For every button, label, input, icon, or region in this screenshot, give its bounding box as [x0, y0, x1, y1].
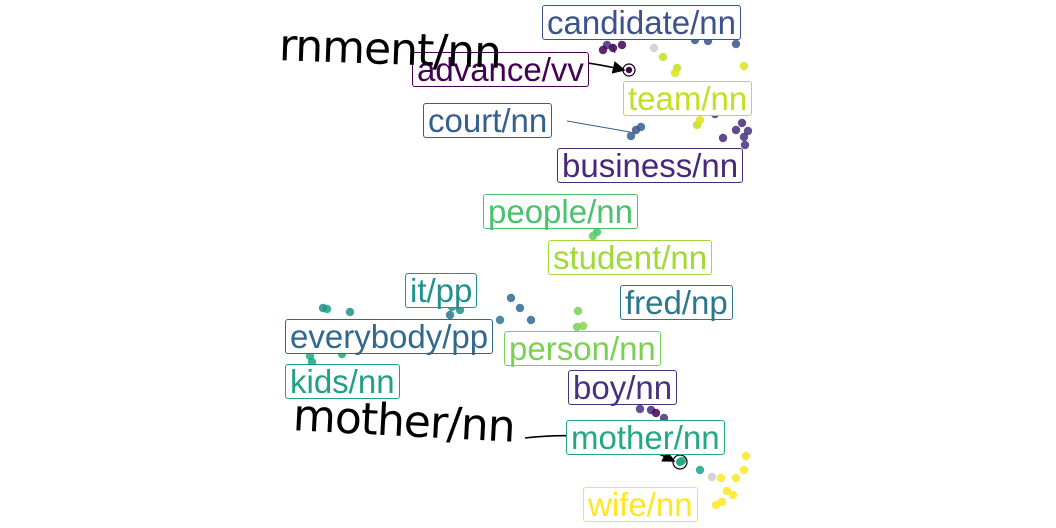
handwritten-annotation-mother: mother/nn [291, 390, 516, 453]
label-person: person/nn [504, 331, 661, 366]
scatter-point [506, 293, 516, 303]
scatter-point [743, 126, 753, 136]
label-everybody: everybody/pp [285, 319, 494, 354]
scatter-point [345, 307, 355, 317]
label-court: court/nn [423, 103, 553, 138]
label-wife: wife/nn [583, 487, 698, 522]
scatter-point [635, 404, 645, 414]
highlight-ring-mother [672, 454, 688, 470]
label-mother: mother/nn [566, 420, 725, 455]
label-fred: fred/np [620, 285, 733, 320]
scatter-point [649, 43, 659, 53]
scatter-point [716, 473, 726, 483]
scatter-point [728, 490, 738, 500]
scatter-point [737, 118, 747, 128]
label-it: it/pp [405, 273, 478, 308]
label-boy: boy/nn [568, 370, 678, 405]
scatter-point [739, 61, 749, 71]
label-candidate: candidate/nn [542, 5, 741, 40]
scatter-point [526, 315, 536, 325]
scatter-point [515, 303, 525, 313]
scatter-point [731, 39, 741, 49]
leader-line-advance [611, 43, 616, 54]
label-advance: advance/vv [412, 52, 589, 87]
scatter-point [445, 310, 455, 320]
scatter-point [573, 306, 583, 316]
scatter-point [626, 131, 636, 141]
scatter-point [707, 472, 717, 482]
scatter-point-mother [676, 458, 684, 466]
scatter-point [731, 125, 741, 135]
scatter-point [711, 500, 721, 510]
scatter-point [617, 40, 627, 50]
leader-line-court [566, 120, 631, 133]
scatter-point [658, 52, 668, 62]
label-people: people/nn [483, 194, 638, 229]
label-kids: kids/nn [285, 364, 400, 399]
scatter-point [731, 473, 741, 483]
label-student: student/nn [548, 240, 713, 275]
scatter-point [722, 486, 732, 496]
scatter-point [588, 231, 598, 241]
label-business: business/nn [557, 148, 744, 183]
scatter-point [670, 68, 680, 78]
scatter-point [636, 122, 646, 132]
scatter-point [578, 321, 588, 331]
scatter-point [695, 115, 705, 125]
scatter-point [318, 303, 328, 313]
scatter-point [718, 133, 728, 143]
scatter-point [651, 408, 661, 418]
scatter-point [739, 132, 749, 142]
scatter-point [495, 315, 505, 325]
scatter-point-advance [625, 66, 633, 74]
scatter-point [740, 140, 750, 150]
scatter-point [741, 451, 751, 461]
scatter-point [598, 45, 608, 55]
handwritten-annotation-top: rnment/nn [278, 20, 502, 79]
label-team: team/nn [623, 81, 753, 116]
scatter-point [739, 465, 749, 475]
scatter-point [695, 465, 705, 475]
